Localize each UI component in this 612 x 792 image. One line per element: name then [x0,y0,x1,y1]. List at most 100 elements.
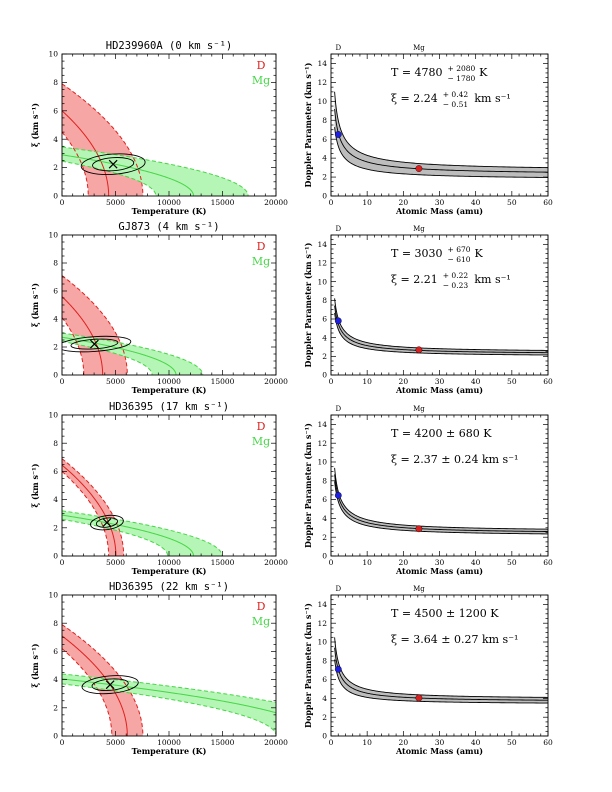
y-tick-label: 6 [53,647,58,656]
x-tick-label: 60 [543,558,553,567]
y-tick-label: 0 [53,371,58,380]
x-tick-label: 40 [471,738,481,747]
doppler-upper-curve [334,467,548,530]
temperature-value: T = 4500 ± 1200 K [391,607,499,620]
temperature-lower-error: − 1780 [448,74,476,83]
xi-value: ξ = 2.21 [391,273,438,286]
y-tick-label: 6 [53,467,58,476]
doppler-lower-curve [334,659,548,704]
y-axis-label: ξ (km s⁻¹) [30,463,40,507]
best-fit-marker [105,680,115,690]
d-upper-curve [62,458,125,556]
d-band [62,458,124,556]
doppler-band [334,298,548,355]
x-tick-label: 50 [507,738,517,747]
x-tick-label: 10000 [157,377,181,386]
xi-upper-error: + 0.22 [443,271,469,280]
d-center-curve [62,110,110,196]
legend-d: D [257,600,266,613]
best-fit-marker [102,518,112,528]
y-tick-label: 12 [317,619,327,628]
left-panel-2: GJ873 (4 km s⁻¹) D Mg 0 5000 10000 15000 20000 0… [30,221,288,395]
plot-area [334,467,548,535]
x-tick-label: 50 [507,558,517,567]
d-lower-curve [62,471,110,556]
y-tick-label: 0 [322,371,327,380]
panel-title: HD36395 (17 km s⁻¹) [109,401,229,413]
xi-value: ξ = 3.64 ± 0.27 km s⁻¹ [391,633,518,646]
y-tick-label: 14 [317,59,327,68]
y-tick-label: 6 [322,675,327,684]
x-axis-label: Atomic Mass (amu) [395,566,483,576]
plot-area [334,91,548,178]
confidence-ellipse-outer [62,335,132,353]
left-panel-4: HD36395 (22 km s⁻¹) D Mg 0 5000 10000 15000 200… [30,581,288,756]
x-tick-label: 30 [435,558,445,567]
x-tick-label: 10000 [157,738,181,747]
d-lower-curve [62,648,113,736]
y-tick-label: 10 [48,231,58,240]
y-tick-label: 4 [322,333,327,342]
x-tick-label: 5000 [106,377,125,386]
x-tick-label: 15000 [211,198,235,207]
x-tick-label: 10 [362,377,372,386]
x-tick-label: 5000 [106,558,125,567]
y-tick-label: 0 [322,732,327,741]
x-tick-label: 50 [507,377,517,386]
y-tick-label: 14 [317,420,327,429]
temperature-unit: K [479,66,488,79]
x-tick-label: 40 [471,377,481,386]
x-axis-label: Atomic Mass (amu) [395,206,483,216]
plot-area [62,624,276,736]
y-tick-label: 4 [322,154,327,163]
mg-upper-curve [62,332,204,375]
mg-data-point [415,346,423,354]
legend-d: D [257,240,266,253]
right-panel-2: D Mg T = 3030 + 670− 610 Kξ = 2.21 + 0.22− 0.… [303,225,553,395]
x-tick-label: 20000 [264,738,288,747]
y-tick-label: 8 [53,439,58,448]
d-center-curve [62,464,117,556]
x-tick-label: 40 [471,198,481,207]
x-tick-label: 40 [471,558,481,567]
d-upper-curve [62,83,144,196]
xi-upper-error: + 0.42 [443,90,469,99]
y-tick-label: 4 [53,495,58,504]
y-tick-label: 6 [322,495,327,504]
y-tick-label: 0 [322,192,327,201]
mg-center-curve [62,678,276,714]
y-tick-label: 0 [322,552,327,561]
panel-title: GJ873 (4 km s⁻¹) [118,221,219,233]
y-tick-label: 6 [53,106,58,115]
doppler-upper-curve [334,91,548,169]
y-tick-label: 2 [53,163,58,172]
doppler-upper-curve [334,637,548,698]
y-tick-label: 14 [317,600,327,609]
temperature-upper-error: + 2080 [448,64,476,73]
y-tick-label: 0 [53,552,58,561]
xi-lower-error: − 0.51 [443,100,468,109]
y-tick-label: 8 [322,476,327,485]
x-tick-label: 30 [435,738,445,747]
legend-mg: Mg [252,615,270,628]
x-axis-label: Temperature (K) [132,746,207,756]
best-fit-marker [108,159,118,169]
left-panel-3: HD36395 (17 km s⁻¹) D Mg 0 5000 10000 15000 200… [30,401,288,576]
xi-value: ξ = 2.37 ± 0.24 km s⁻¹ [391,453,518,466]
d-band [62,275,128,375]
x-tick-label: 0 [329,377,334,386]
y-axis-label: Doppler Parameter (km s⁻¹) [303,603,313,728]
right-panel-3: D Mg T = 4200 ± 680 K ξ = 2.37 ± 0.24 km s⁻… [303,405,553,576]
y-tick-label: 2 [322,533,327,542]
x-tick-label: 5000 [106,738,125,747]
mg-lower-curve [62,518,169,556]
d-upper-curve [62,275,128,375]
y-axis-label: Doppler Parameter (km s⁻¹) [303,62,313,187]
mg-lower-curve [62,160,157,196]
y-tick-label: 12 [317,78,327,87]
panel-title: HD239960A (0 km s⁻¹) [106,40,232,52]
legend-mg: Mg [252,74,270,87]
plot-area [334,298,548,356]
mg-center-curve [62,336,177,375]
